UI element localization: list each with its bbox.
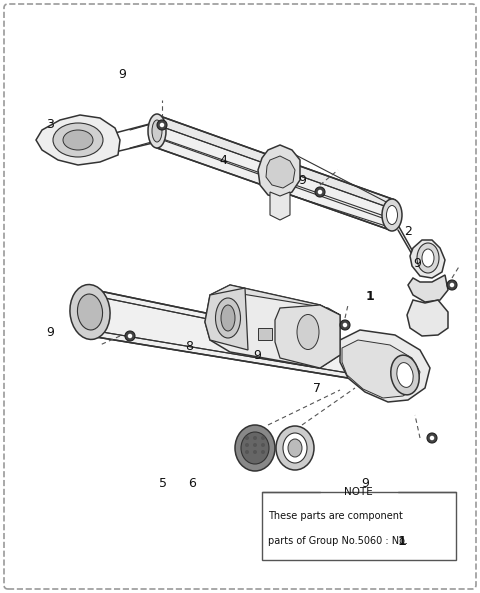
Polygon shape <box>90 289 360 380</box>
Ellipse shape <box>391 355 419 395</box>
Ellipse shape <box>241 432 269 464</box>
Text: 9: 9 <box>414 257 421 270</box>
Text: 1: 1 <box>397 535 407 548</box>
Text: 2: 2 <box>404 225 412 238</box>
Polygon shape <box>258 145 300 198</box>
Text: 9: 9 <box>47 326 54 339</box>
Circle shape <box>253 443 257 447</box>
Circle shape <box>253 436 257 440</box>
Text: 1: 1 <box>365 290 374 303</box>
Text: These parts are component: These parts are component <box>268 511 402 521</box>
Text: 9: 9 <box>361 477 369 490</box>
Circle shape <box>315 187 325 197</box>
Ellipse shape <box>221 305 235 331</box>
Polygon shape <box>157 115 395 210</box>
Polygon shape <box>270 192 290 220</box>
Ellipse shape <box>53 123 103 157</box>
Polygon shape <box>258 328 272 340</box>
Ellipse shape <box>288 439 302 457</box>
Ellipse shape <box>382 199 402 231</box>
Text: 6: 6 <box>188 477 196 490</box>
Polygon shape <box>275 305 340 368</box>
Polygon shape <box>210 285 340 315</box>
Circle shape <box>245 450 249 454</box>
Text: 5: 5 <box>159 477 167 490</box>
Polygon shape <box>266 156 295 188</box>
Circle shape <box>245 436 249 440</box>
Text: 7: 7 <box>313 382 321 395</box>
Ellipse shape <box>297 314 319 349</box>
Text: NOTE: NOTE <box>345 487 373 497</box>
Polygon shape <box>342 340 420 398</box>
Circle shape <box>447 280 457 290</box>
Circle shape <box>253 450 257 454</box>
Ellipse shape <box>77 294 103 330</box>
Polygon shape <box>36 115 120 165</box>
Ellipse shape <box>276 426 314 470</box>
Polygon shape <box>157 115 395 230</box>
Polygon shape <box>408 275 448 302</box>
Circle shape <box>261 436 265 440</box>
Ellipse shape <box>386 206 397 225</box>
Text: 8: 8 <box>186 340 193 353</box>
Polygon shape <box>205 288 248 350</box>
Ellipse shape <box>283 433 307 463</box>
Circle shape <box>343 323 347 327</box>
Circle shape <box>245 443 249 447</box>
Text: 3: 3 <box>47 118 54 131</box>
Circle shape <box>427 433 437 443</box>
Ellipse shape <box>417 243 439 273</box>
Text: 9: 9 <box>119 68 126 81</box>
Circle shape <box>318 190 322 195</box>
Ellipse shape <box>235 425 275 471</box>
Ellipse shape <box>63 130 93 150</box>
Text: 9: 9 <box>299 174 306 187</box>
Circle shape <box>160 123 164 127</box>
Ellipse shape <box>148 114 166 148</box>
Polygon shape <box>205 285 340 368</box>
Polygon shape <box>340 330 430 402</box>
Circle shape <box>125 331 135 341</box>
Polygon shape <box>407 300 448 336</box>
Text: 4: 4 <box>219 154 227 167</box>
Ellipse shape <box>152 120 162 142</box>
Text: parts of Group No.5060 : No.: parts of Group No.5060 : No. <box>268 536 408 546</box>
Circle shape <box>430 436 434 440</box>
Circle shape <box>261 450 265 454</box>
Circle shape <box>340 320 350 330</box>
Text: 9: 9 <box>253 349 261 362</box>
Circle shape <box>128 334 132 338</box>
Circle shape <box>261 443 265 447</box>
Polygon shape <box>410 240 445 278</box>
Circle shape <box>450 283 454 287</box>
Ellipse shape <box>216 298 240 338</box>
Ellipse shape <box>422 249 434 267</box>
Circle shape <box>157 120 167 130</box>
Ellipse shape <box>70 285 110 339</box>
Ellipse shape <box>397 362 413 387</box>
Bar <box>262 492 456 560</box>
